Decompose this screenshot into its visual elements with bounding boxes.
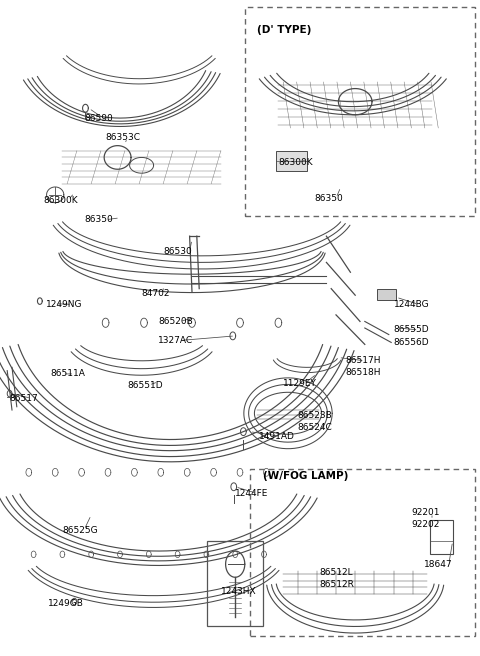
Text: 86350: 86350 [84, 215, 113, 224]
Bar [207, 541, 263, 626]
Text: (W/FOG LAMP): (W/FOG LAMP) [263, 470, 348, 481]
Text: 1249GB: 1249GB [48, 599, 84, 608]
Text: 86512R: 86512R [319, 580, 354, 589]
Bar [377, 289, 396, 300]
Text: 92202: 92202 [412, 520, 440, 529]
Text: 1491AD: 1491AD [259, 432, 295, 441]
Text: 1129EY: 1129EY [283, 379, 317, 388]
Text: 86517H: 86517H [346, 356, 381, 365]
Text: 1244FE: 1244FE [235, 489, 269, 498]
Text: 86556D: 86556D [394, 338, 429, 347]
Text: 84702: 84702 [142, 289, 170, 298]
Text: 86518H: 86518H [346, 368, 381, 377]
Text: 86530: 86530 [163, 247, 192, 256]
Text: 86353C: 86353C [106, 133, 141, 142]
Text: 86590: 86590 [84, 113, 113, 123]
Text: 86512L: 86512L [319, 568, 353, 577]
Text: 1327AC: 1327AC [158, 336, 193, 345]
Text: 1243HX: 1243HX [221, 587, 256, 596]
Text: 86350: 86350 [314, 194, 343, 203]
Bar [430, 520, 453, 554]
Text: 86523B: 86523B [298, 411, 332, 420]
Text: 1249NG: 1249NG [46, 300, 82, 309]
Text: 86524C: 86524C [298, 423, 332, 432]
Bar [245, 7, 475, 216]
Text: 86517: 86517 [10, 394, 38, 403]
Bar [276, 151, 307, 171]
Text: 86300K: 86300K [278, 158, 313, 167]
Text: 92201: 92201 [412, 508, 440, 518]
Text: 86520B: 86520B [158, 317, 193, 326]
Text: 86525G: 86525G [62, 525, 98, 535]
Bar [250, 469, 475, 636]
Text: 1244BG: 1244BG [394, 300, 429, 309]
Text: 18647: 18647 [424, 560, 453, 569]
Text: 86551D: 86551D [127, 380, 163, 390]
Text: 86511A: 86511A [50, 369, 85, 379]
Text: (D' TYPE): (D' TYPE) [257, 24, 311, 35]
Text: 86555D: 86555D [394, 325, 429, 335]
Text: 86300K: 86300K [43, 195, 78, 205]
